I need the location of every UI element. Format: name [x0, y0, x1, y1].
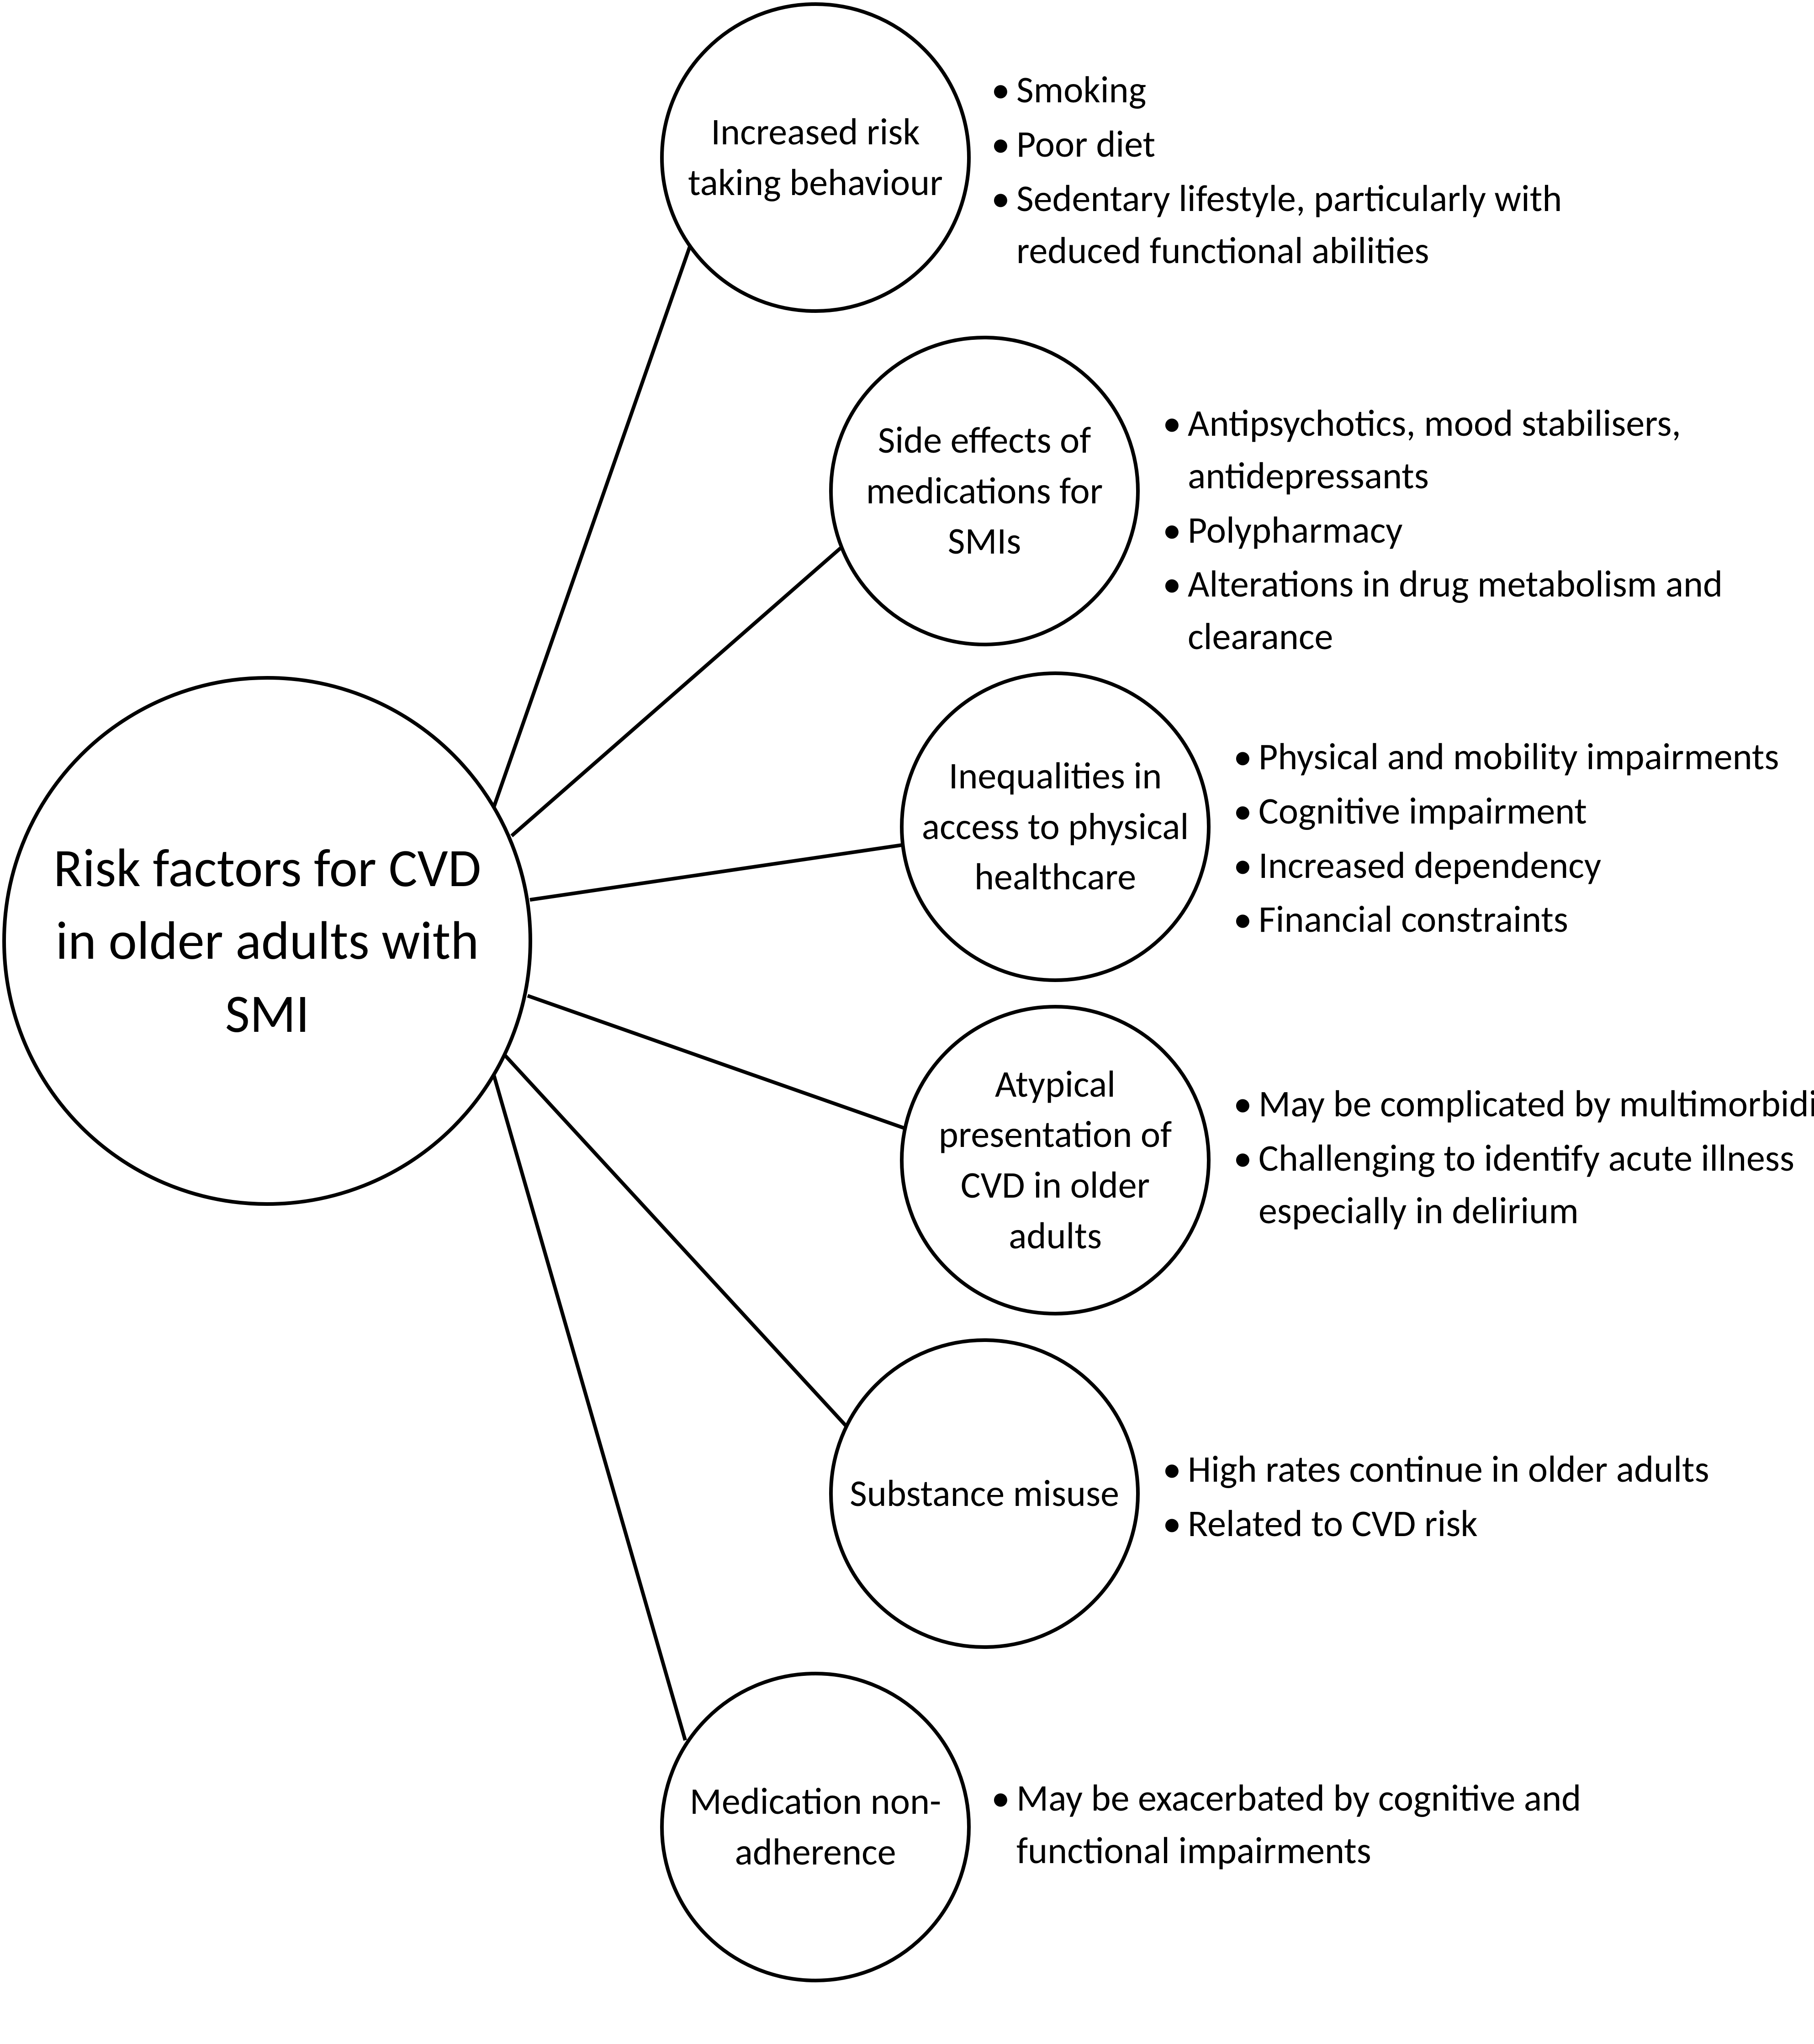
node-risk-taking: Increased risk taking behaviour: [660, 2, 971, 313]
central-node: Risk factors for CVD in older adults wit…: [2, 676, 532, 1206]
bullet-item: High rates continue in older adults: [1163, 1443, 1802, 1496]
bullets-risk-taking: SmokingPoor dietSedentary lifestyle, par…: [991, 64, 1631, 279]
bullet-item: Physical and mobility impairments: [1233, 731, 1814, 783]
node-label: Medication non-adherence: [677, 1776, 953, 1877]
line-non-adherence: [493, 1073, 685, 1740]
node-substance: Substance misuse: [829, 1338, 1140, 1649]
bullet-item: Smoking: [991, 64, 1631, 116]
line-inequalities: [530, 845, 902, 900]
line-substance: [505, 1055, 847, 1427]
bullet-item: Cognitive impairment: [1233, 785, 1814, 838]
bullets-inequalities: Physical and mobility impairmentsCogniti…: [1233, 731, 1814, 948]
node-inequalities: Inequalities in access to physical healt…: [900, 671, 1211, 982]
node-label: Atypical presentation of CVD in older ad…: [917, 1059, 1193, 1262]
line-side-effects: [512, 548, 841, 836]
risk-factors-diagram: Risk factors for CVD in older adults wit…: [0, 0, 1814, 2044]
bullet-item: May be complicated by multimorbidity: [1233, 1078, 1814, 1130]
node-side-effects: Side effects of medications for SMIs: [829, 336, 1140, 646]
bullets-non-adherence: May be exacerbated by cognitive and func…: [991, 1772, 1631, 1879]
bullet-item: May be exacerbated by cognitive and func…: [991, 1772, 1631, 1877]
bullets-side-effects: Antipsychotics, mood stabilisers, antide…: [1163, 397, 1802, 665]
line-risk-taking: [493, 247, 690, 808]
node-label: Side effects of medications for SMIs: [846, 415, 1122, 567]
bullet-item: Related to CVD risk: [1163, 1498, 1802, 1550]
node-label: Inequalities in access to physical healt…: [917, 751, 1193, 903]
line-atypical: [528, 996, 904, 1128]
bullet-item: Polypharmacy: [1163, 504, 1802, 557]
bullet-item: Sedentary lifestyle, particularly with r…: [991, 173, 1631, 278]
bullet-item: Financial constraints: [1233, 893, 1814, 946]
bullets-substance: High rates continue in older adultsRelat…: [1163, 1443, 1802, 1552]
bullet-item: Increased dependency: [1233, 840, 1814, 892]
bullet-item: Poor diet: [991, 118, 1631, 171]
node-label: Substance misuse: [850, 1468, 1119, 1519]
bullet-item: Alterations in drug metabolism and clear…: [1163, 558, 1802, 663]
node-atypical: Atypical presentation of CVD in older ad…: [900, 1005, 1211, 1315]
central-label: Risk factors for CVD in older adults wit…: [33, 832, 501, 1050]
bullet-item: Antipsychotics, mood stabilisers, antide…: [1163, 397, 1802, 502]
node-label: Increased risk taking behaviour: [677, 107, 953, 208]
node-non-adherence: Medication non-adherence: [660, 1672, 971, 1982]
bullets-atypical: May be complicated by multimorbidityChal…: [1233, 1078, 1814, 1239]
bullet-item: Challenging to identify acute illness es…: [1233, 1132, 1814, 1237]
